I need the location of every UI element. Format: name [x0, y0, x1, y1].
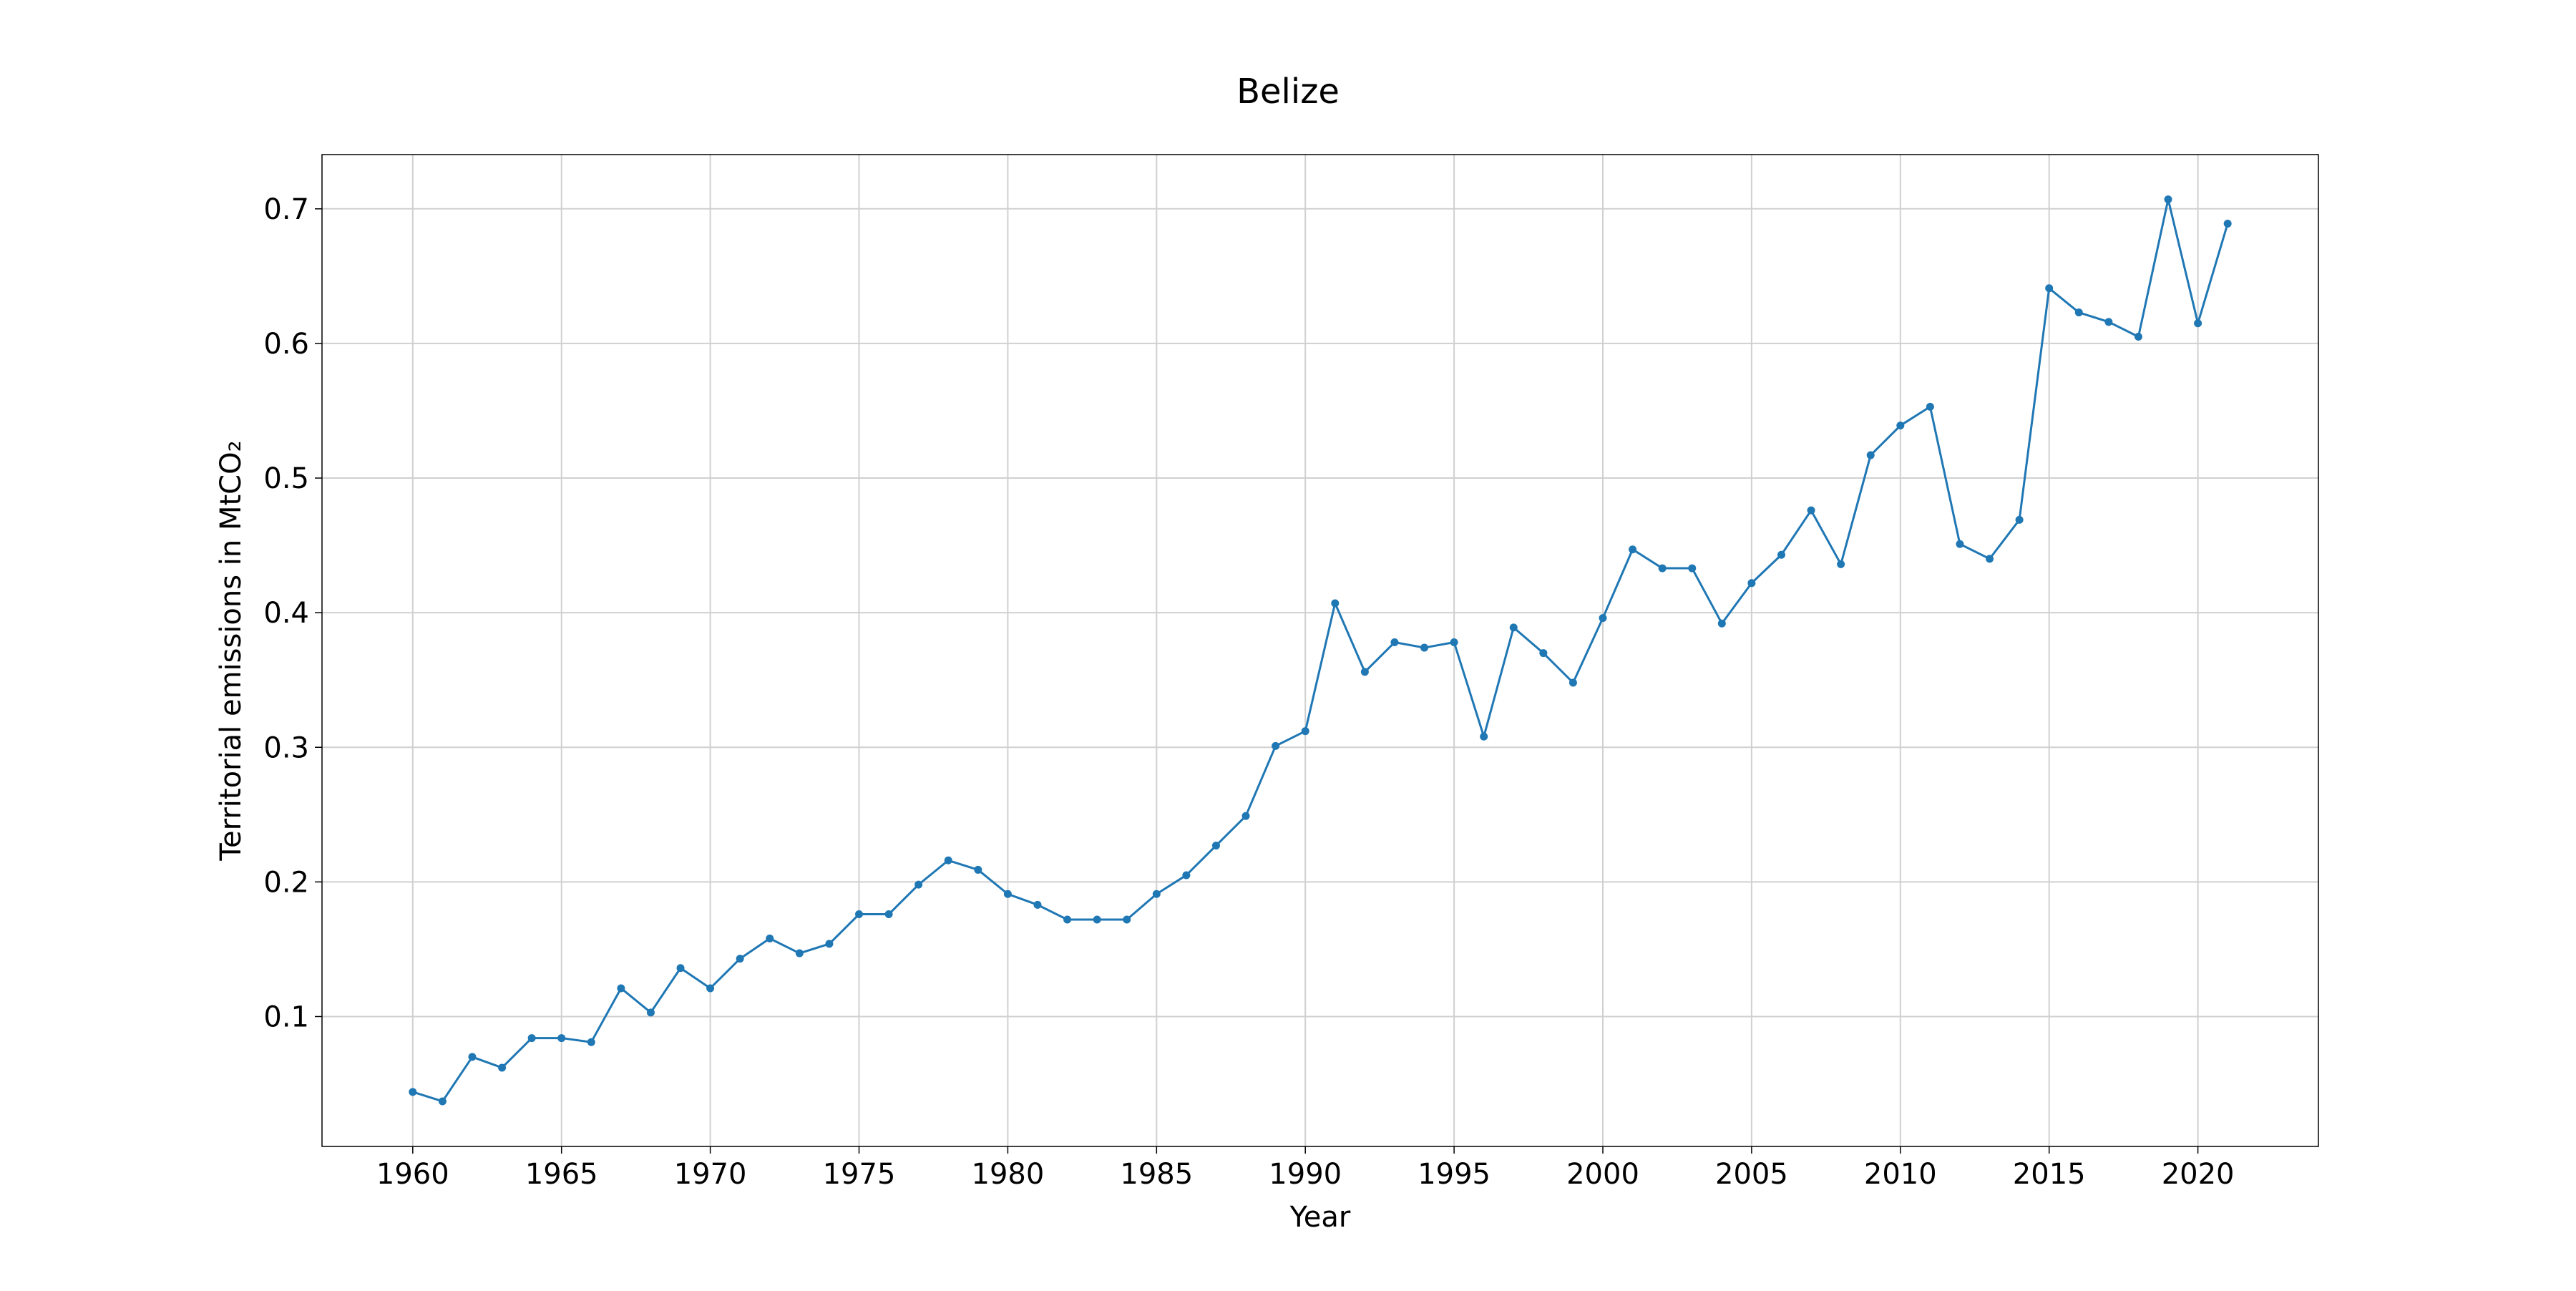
y-tick-label: 0.5 [263, 462, 309, 495]
data-point [1241, 812, 1250, 820]
data-point [1747, 579, 1756, 588]
data-point [2164, 195, 2172, 204]
data-point [1211, 842, 1220, 850]
data-point [1480, 732, 1488, 741]
x-tick-label: 2020 [2162, 1158, 2235, 1191]
y-tick-label: 0.1 [263, 1000, 309, 1033]
data-point [1539, 649, 1548, 658]
y-tick-label: 0.3 [263, 731, 309, 764]
data-point [1599, 614, 1607, 623]
data-point [766, 934, 774, 942]
plot-frame [321, 154, 2319, 1147]
x-tick-label: 1965 [525, 1158, 598, 1191]
data-point [557, 1034, 566, 1043]
data-point [2015, 515, 2024, 524]
y-tick-label: 0.4 [263, 597, 309, 630]
x-tick-label: 1990 [1269, 1158, 1342, 1191]
data-point [1063, 915, 1072, 924]
series-emissions [409, 195, 2232, 1106]
chart-title: Belize [1236, 72, 1340, 112]
data-point [1658, 564, 1667, 573]
y-axis-ticks: 0.1 0.2 0.3 0.4 0.5 0.6 0.7 [263, 193, 322, 1033]
data-point [1986, 555, 1994, 563]
data-point [1123, 915, 1131, 924]
y-tick-label: 0.2 [263, 866, 309, 899]
data-point [855, 910, 864, 919]
data-point [1301, 727, 1309, 736]
data-point [1420, 643, 1429, 652]
x-tick-label: 1995 [1418, 1158, 1491, 1191]
data-point [2045, 284, 2054, 293]
data-point [2104, 318, 2113, 326]
x-tick-label: 2000 [1566, 1158, 1639, 1191]
data-point [1272, 741, 1280, 750]
x-axis-ticks: 1960 1965 1970 1975 1980 1985 1990 1995 2000 2005… [376, 1146, 2235, 1191]
data-point [468, 1053, 477, 1061]
data-point [1003, 890, 1012, 898]
data-point [2134, 333, 2142, 341]
x-tick-label: 2010 [1864, 1158, 1937, 1191]
x-tick-label: 2015 [2013, 1158, 2086, 1191]
series-line [412, 198, 2229, 1103]
data-point [1033, 900, 1042, 909]
data-point [1182, 871, 1191, 880]
data-point [1450, 638, 1458, 647]
data-point [736, 955, 744, 963]
x-tick-label: 1980 [972, 1158, 1045, 1191]
data-point [1331, 599, 1340, 608]
grid-lines [322, 155, 2318, 1146]
x-tick-label: 1975 [823, 1158, 896, 1191]
data-point [944, 856, 952, 864]
data-point [706, 984, 715, 993]
y-tick-label: 0.7 [263, 193, 309, 226]
data-point [1837, 560, 1845, 568]
data-point [914, 880, 923, 889]
data-point [2074, 308, 2083, 317]
data-point [1360, 668, 1369, 676]
data-point [1688, 564, 1697, 573]
data-point [1896, 422, 1905, 430]
data-point [1777, 550, 1785, 559]
data-point [438, 1097, 447, 1106]
data-point [1866, 451, 1875, 459]
x-tick-label: 1970 [674, 1158, 747, 1191]
data-point [1390, 638, 1399, 647]
data-point [974, 865, 982, 874]
data-point [2194, 319, 2202, 328]
data-point [1926, 402, 1934, 411]
data-point [646, 1008, 655, 1017]
data-point [527, 1034, 536, 1043]
data-point [1093, 915, 1101, 924]
data-point [1956, 540, 1964, 548]
data-point [1717, 619, 1726, 628]
data-point [498, 1063, 507, 1072]
data-point [1629, 545, 1637, 554]
data-point [676, 964, 685, 973]
data-point [1152, 890, 1161, 898]
data-point [1509, 623, 1518, 632]
data-point [409, 1088, 417, 1096]
data-point [795, 949, 804, 958]
data-point [587, 1038, 595, 1046]
data-point [1568, 678, 1577, 687]
data-point [1807, 506, 1815, 515]
data-point [617, 984, 625, 993]
x-tick-label: 1985 [1120, 1158, 1193, 1191]
data-point [825, 940, 834, 948]
x-axis-label: Year [1289, 1201, 1351, 1234]
y-tick-label: 0.6 [263, 328, 309, 361]
y-axis-label: Territorial emissions in MtCO₂ [215, 440, 248, 861]
x-tick-label: 1960 [376, 1158, 449, 1191]
data-point [884, 910, 893, 919]
data-point [2223, 220, 2232, 228]
x-tick-label: 2005 [1715, 1158, 1788, 1191]
